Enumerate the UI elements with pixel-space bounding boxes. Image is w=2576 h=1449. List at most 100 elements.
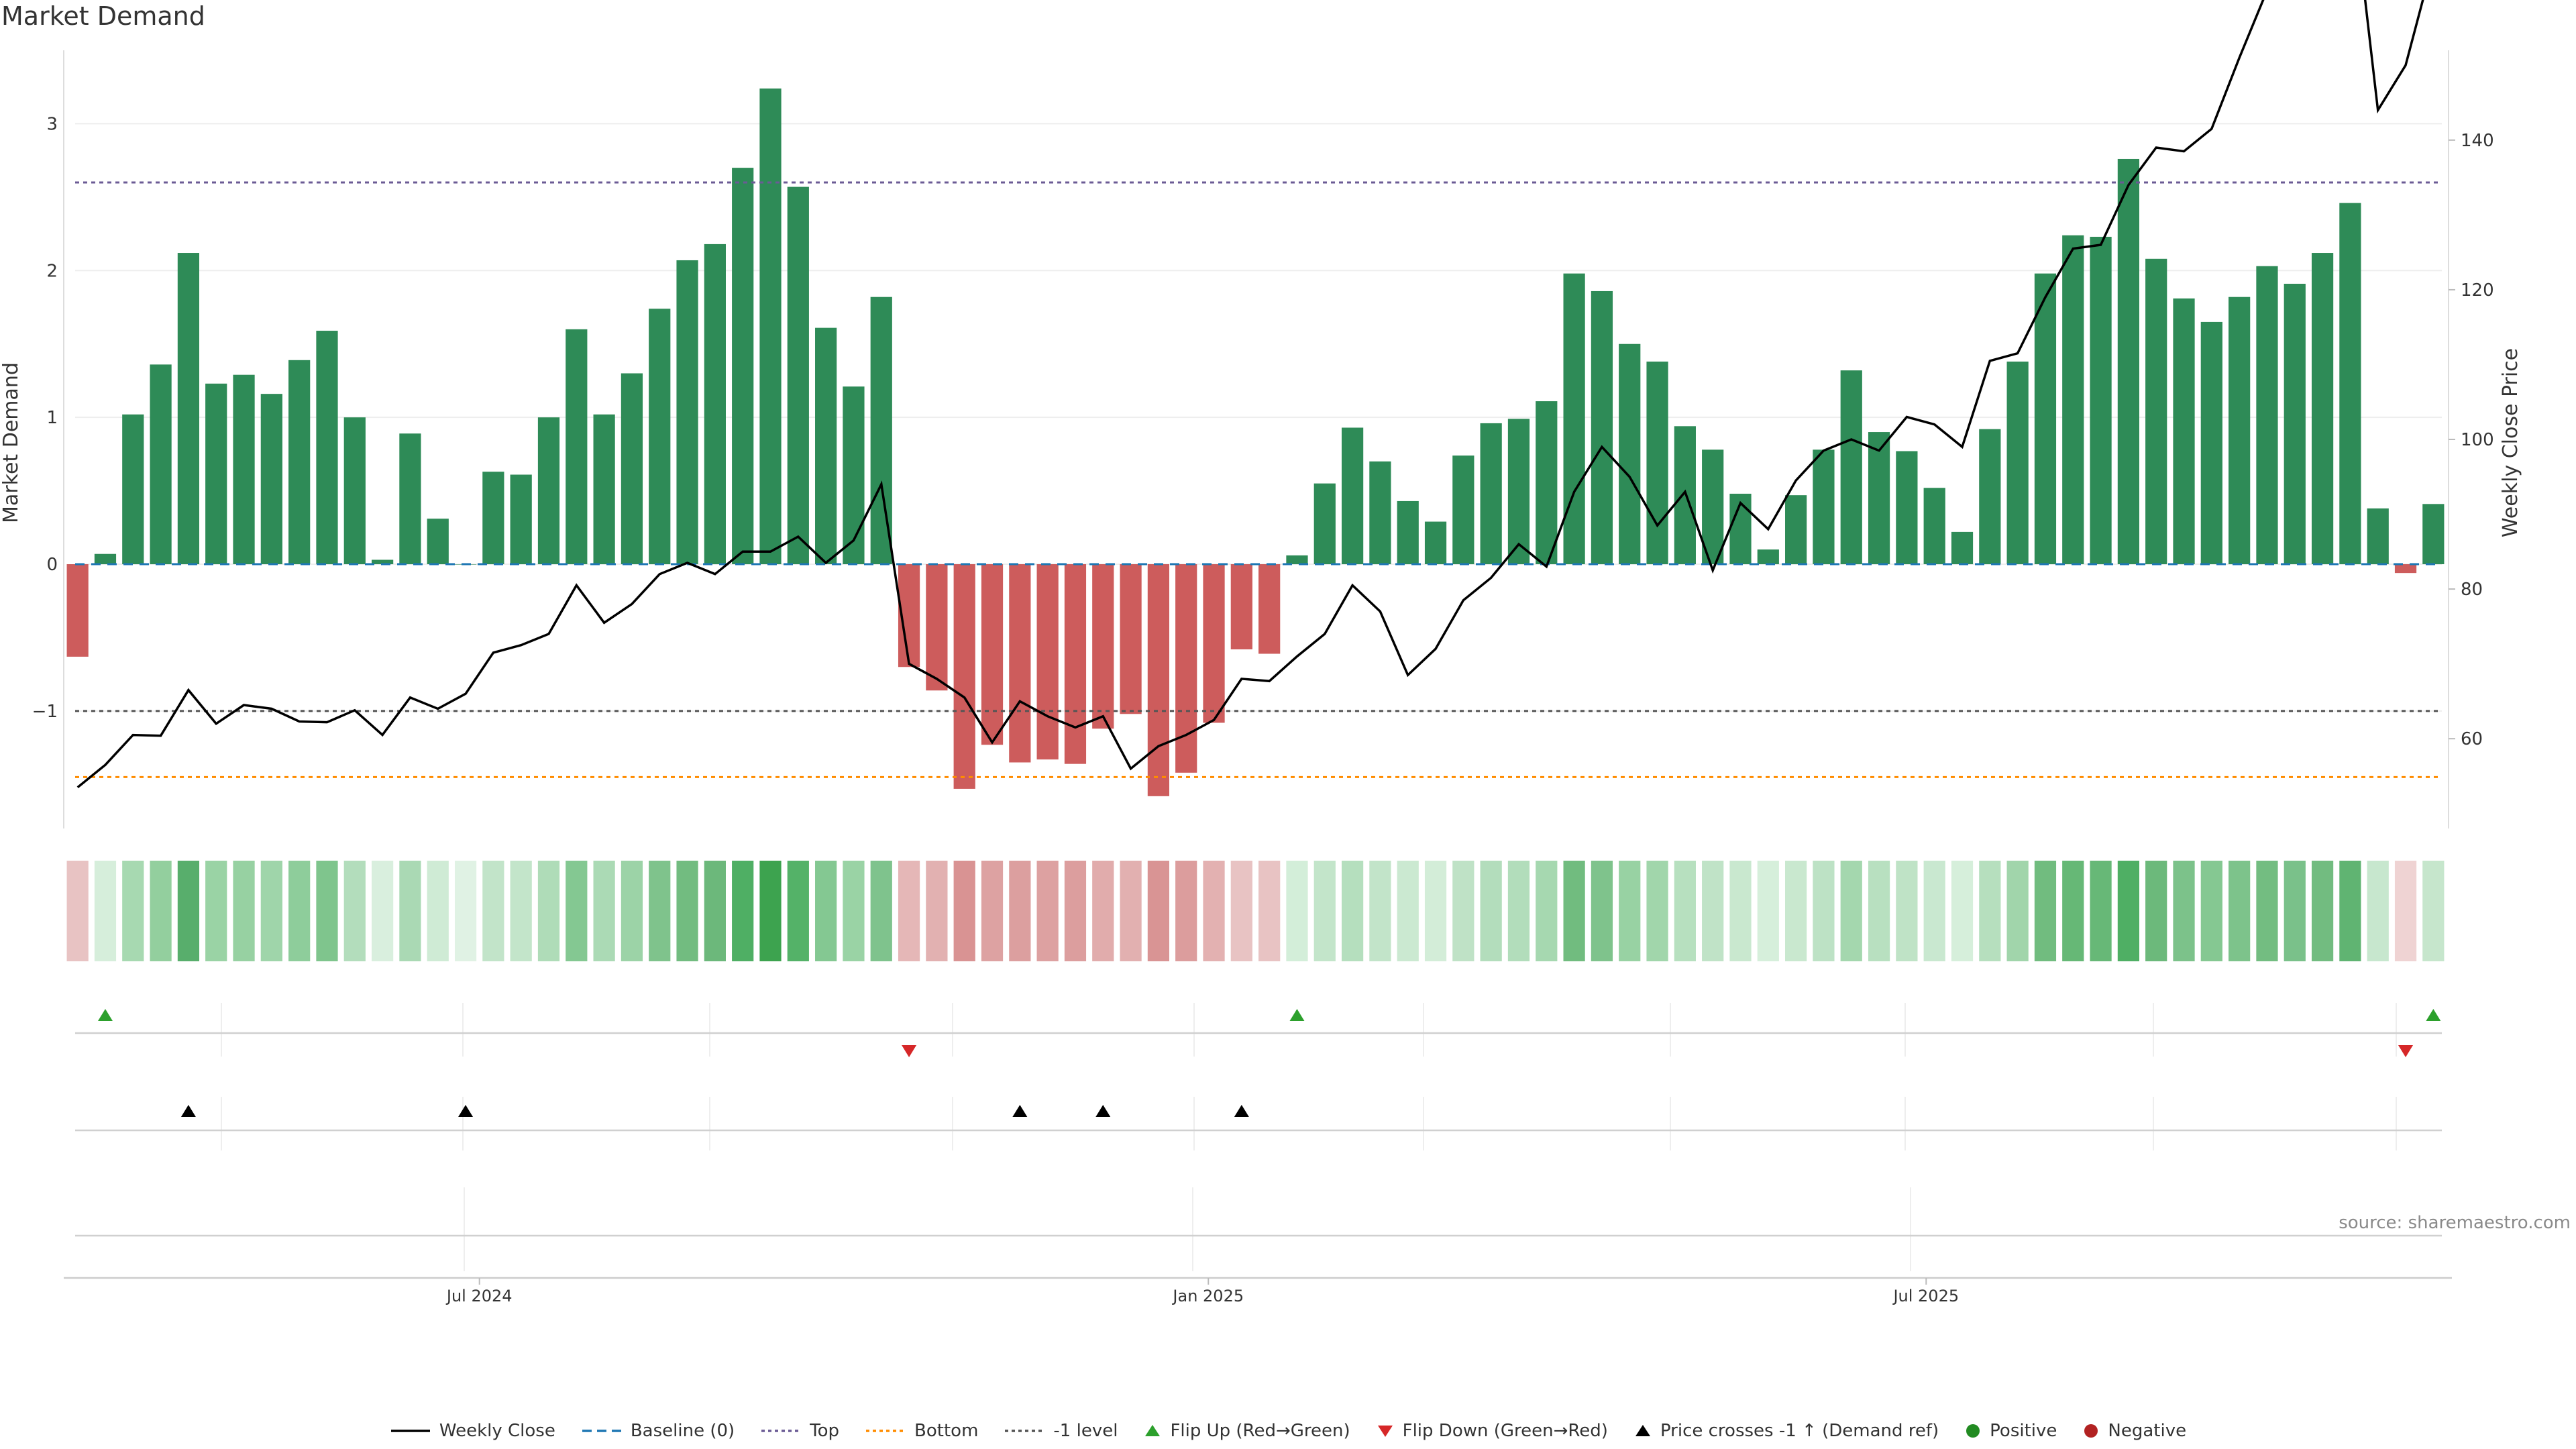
demand-bar (870, 297, 892, 565)
legend-label: Negative (2108, 1421, 2187, 1441)
strip-cell (898, 861, 920, 961)
price-cross-marker (180, 1105, 196, 1117)
strip-cell (371, 861, 394, 961)
strip-cell (122, 861, 144, 961)
y-tick-label: 2 (46, 261, 58, 281)
demand-bar (2367, 508, 2389, 565)
y2-tick-label: 120 (2461, 280, 2494, 301)
demand-bar (926, 564, 948, 691)
strip-cell (316, 861, 338, 961)
strip-cell (981, 861, 1004, 961)
strip-cell (2394, 861, 2417, 961)
strip-cell (1507, 861, 1530, 961)
strip-cell (1536, 861, 1558, 961)
legend-item: Price crosses -1 ↑ (Demand ref) (1633, 1421, 1939, 1441)
strip-cell (2200, 861, 2222, 961)
strip-cell (1923, 861, 1945, 961)
demand-bar (1009, 564, 1031, 763)
y2-tick-label: 140 (2461, 131, 2494, 151)
legend-symbol-icon (1143, 1423, 1162, 1439)
demand-bar (1120, 564, 1142, 714)
demand-bar (2229, 297, 2251, 565)
legend-label: Price crosses -1 ↑ (Demand ref) (1660, 1421, 1939, 1441)
legend-item: -1 level (1004, 1421, 1118, 1441)
strip-cell (2006, 861, 2029, 961)
strip-cell (732, 861, 754, 961)
demand-bar (676, 260, 698, 565)
demand-bar (1175, 564, 1197, 773)
demand-bar (593, 414, 615, 565)
flip-down-marker (902, 1045, 917, 1057)
demand-bar (537, 417, 560, 565)
strip-cell (1009, 861, 1031, 961)
demand-bar (2117, 158, 2140, 565)
demand-bar (1036, 564, 1059, 760)
demand-bar (981, 564, 1004, 745)
demand-bar (1646, 362, 1668, 565)
strip-cell (205, 861, 227, 961)
strip-cell (343, 861, 366, 961)
demand-bar (260, 394, 282, 565)
strip-cell (1452, 861, 1474, 961)
strip-cell (2311, 861, 2334, 961)
strip-cell (1896, 861, 1918, 961)
weekly-close-line (76, 0, 2424, 789)
demand-bar (1369, 461, 1391, 565)
legend-symbol-icon (390, 1424, 431, 1438)
y-tick-label: 0 (46, 555, 58, 575)
strip-cell (1341, 861, 1364, 961)
strip-cell (621, 861, 643, 961)
legend-label: Baseline (0) (630, 1421, 735, 1441)
flip-up-marker (97, 1009, 113, 1021)
strip-cell (454, 861, 477, 961)
strip-cell (1203, 861, 1225, 961)
strip-cell (2090, 861, 2112, 961)
strip-cell (1813, 861, 1835, 961)
legend-label: Bottom (914, 1421, 979, 1441)
legend-item: Flip Up (Red→Green) (1143, 1421, 1350, 1441)
strip-cell (94, 861, 117, 961)
demand-heat-strip (66, 861, 2445, 961)
demand-bar (288, 360, 311, 565)
strip-cell (704, 861, 726, 961)
strip-cell (2339, 861, 2361, 961)
demand-bar (1619, 343, 1641, 565)
y2-tick-label: 80 (2461, 580, 2483, 600)
demand-bar (2256, 266, 2278, 565)
legend-item: Top (760, 1421, 839, 1441)
demand-bar (2284, 284, 2306, 565)
y-tick-label: −1 (32, 702, 58, 722)
demand-bar (1702, 449, 1724, 565)
demand-bar (2034, 273, 2057, 565)
strip-cell (2229, 861, 2251, 961)
demand-bar (2394, 564, 2417, 574)
demand-bar (1536, 401, 1558, 565)
strip-cell (1092, 861, 1114, 961)
demand-bar (566, 329, 588, 565)
strip-cell (1147, 861, 1170, 961)
demand-bar (1979, 429, 2001, 565)
demand-bar (1452, 455, 1474, 565)
demand-bar (2339, 203, 2361, 565)
strip-cell (2422, 861, 2445, 961)
demand-bar (371, 559, 394, 565)
demand-bar (66, 564, 89, 657)
demand-bar (1397, 500, 1419, 565)
demand-bar (1286, 555, 1308, 565)
price-cross-marker (1095, 1105, 1111, 1117)
demand-bar (1341, 427, 1364, 565)
strip-cell (2256, 861, 2278, 961)
demand-bar (1507, 419, 1530, 565)
strip-cell (1785, 861, 1807, 961)
demand-bar (1757, 549, 1779, 565)
legend-label: -1 level (1053, 1421, 1118, 1441)
strip-cell (1369, 861, 1391, 961)
strip-cell (2367, 861, 2389, 961)
strip-cell (2062, 861, 2084, 961)
demand-bar (649, 309, 671, 565)
demand-bar (621, 373, 643, 565)
demand-bar (1258, 564, 1281, 654)
x-tick-label: Jul 2025 (1892, 1287, 1959, 1305)
strip-cell (1563, 861, 1585, 961)
chart-title: Market Demand (1, 1, 205, 31)
